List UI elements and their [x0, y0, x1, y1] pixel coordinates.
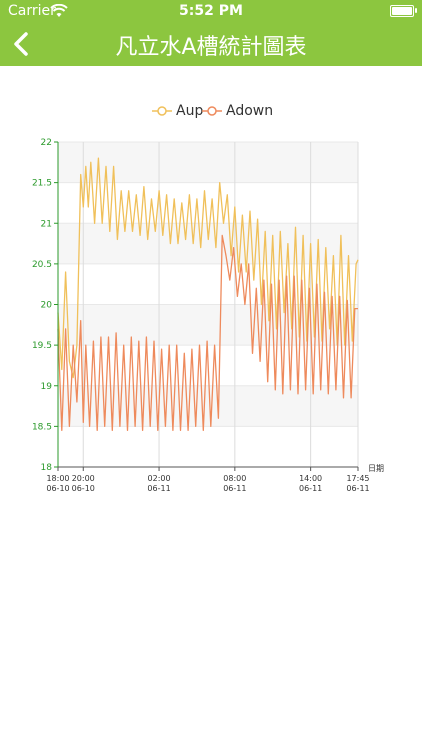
x-tick-label-date: 06-11	[346, 484, 369, 493]
y-tick-label: 19.5	[32, 341, 52, 351]
series-line-adown	[57, 234, 358, 432]
x-tick-label-time: 17:45	[346, 474, 369, 483]
x-tick-label-date: 06-11	[147, 484, 170, 493]
wifi-icon	[50, 4, 68, 17]
x-tick-label-time: 14:00	[299, 474, 322, 483]
carrier-label: Carrier	[8, 3, 56, 19]
y-tick-label: 21	[41, 219, 52, 229]
y-tick-label: 20.5	[32, 260, 52, 270]
y-tick-label: 22	[41, 138, 52, 148]
chevron-left-icon	[14, 32, 28, 56]
x-tick-label-date: 06-10	[72, 484, 95, 493]
chart-legend: Aup Adown	[0, 100, 422, 122]
y-tick-label: 19	[41, 382, 53, 392]
y-tick-label: 18.5	[32, 422, 52, 432]
nav-bar: Carrier 5:52 PM 凡立水A槽統計圖表	[0, 0, 422, 66]
battery-icon	[390, 5, 414, 17]
legend-item-adown[interactable]: Adown	[202, 100, 273, 122]
page-title: 凡立水A槽統計圖表	[115, 35, 307, 60]
y-tick-label: 21.5	[32, 179, 52, 189]
line-chart: 22 21.5 21 20.5 20 19.5 19 18.5 1818:0006-1020:0…	[32, 138, 384, 493]
y-tick-label: 18	[41, 463, 53, 473]
chart-area: 22 21.5 21 20.5 20 19.5 19 18.5 18 18:00 06-10 20:0…	[0, 130, 422, 500]
back-button[interactable]	[8, 28, 36, 60]
x-tick-label-time: 18:00	[46, 474, 69, 483]
grid-band	[58, 142, 358, 183]
x-tick-label-date: 06-10	[46, 484, 69, 493]
x-tick-label-time: 02:00	[148, 474, 171, 483]
clock: 5:52 PM	[179, 3, 243, 19]
status-bar: Carrier 5:52 PM	[0, 0, 422, 22]
legend-item-aup[interactable]: Aup	[152, 100, 203, 122]
x-tick-label-date: 06-11	[223, 484, 246, 493]
x-axis-label: 日期	[368, 464, 384, 473]
legend-marker-aup	[152, 106, 172, 116]
x-tick-label-date: 06-11	[299, 484, 322, 493]
legend-label-adown: Adown	[226, 103, 274, 119]
legend-label-aup: Aup	[176, 103, 204, 119]
battery-tip	[415, 8, 417, 13]
x-tick-label-time: 20:00	[72, 474, 95, 483]
legend-marker-adown	[202, 106, 222, 116]
x-tick-label-time: 08:00	[223, 474, 246, 483]
y-tick-label: 20	[41, 301, 53, 311]
grid-band	[58, 385, 358, 427]
